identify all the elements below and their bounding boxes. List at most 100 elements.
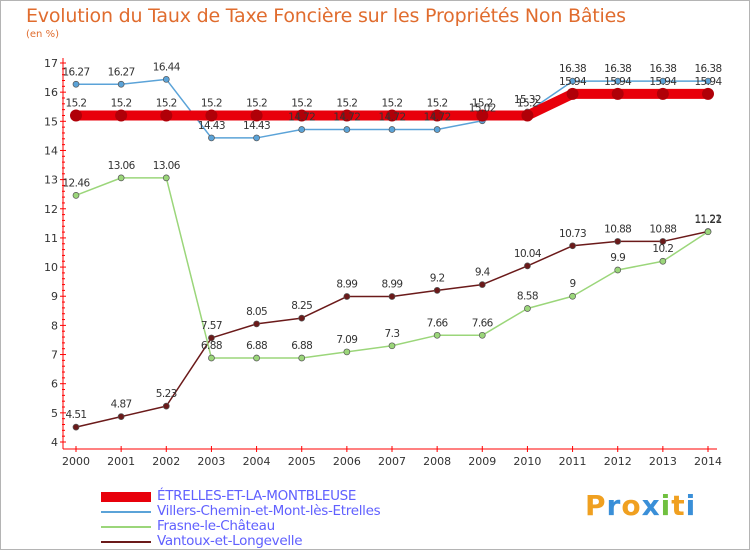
data-label-3: 11.22 [694,214,721,226]
data-label-2: 7.66 [472,317,494,329]
data-point-3 [253,320,260,328]
data-label-1: 16.38 [604,63,631,75]
data-label-2: 11.21 [694,214,721,226]
data-label-1: 14.72 [288,111,315,123]
y-tick-label: 11 [44,232,58,245]
data-label-0: 15.2 [336,97,357,109]
data-label-0: 15.94 [604,76,632,88]
data-label-1: 15.32 [514,94,541,106]
data-label-2: 10.2 [652,243,673,255]
data-label-3: 8.99 [336,279,357,291]
data-label-0: 15.2 [246,97,267,109]
legend-label-vantoux: Vantoux-et-Longevelle [157,533,303,549]
logo-letter: i [685,489,697,522]
data-point-1 [298,126,306,133]
data-point-2 [614,266,622,274]
data-label-0: 15.94 [649,76,677,88]
data-label-1: 14.72 [378,111,405,123]
data-label-2: 9 [570,278,576,290]
data-label-3: 7.57 [201,320,222,332]
data-point-0 [431,109,444,122]
data-label-2: 7.3 [385,328,400,340]
data-label-1: 14.43 [198,120,225,132]
data-point-1 [614,77,622,85]
data-point-3 [208,334,215,342]
data-label-1: 14.72 [424,111,451,123]
data-point-3 [343,293,351,300]
data-point-0 [386,109,398,122]
x-tick-label: 2012 [604,455,632,468]
data-label-3: 10.73 [559,228,586,240]
data-label-2: 6.88 [246,340,267,352]
x-tick-label: 2001 [107,455,135,468]
data-label-0: 15.2 [517,97,538,109]
data-label-3: 8.05 [246,306,267,318]
data-point-2 [524,305,531,312]
data-point-2 [433,331,441,339]
data-point-3 [524,262,531,270]
data-label-1: 16.38 [649,63,676,75]
data-label-1: 14.72 [333,111,360,123]
data-point-1 [208,134,215,142]
data-label-3: 10.88 [649,223,676,235]
data-point-0 [295,109,308,122]
data-label-3: 10.04 [514,248,542,260]
data-point-3 [72,423,80,431]
data-label-0: 15.2 [201,97,222,109]
data-point-2 [208,354,215,362]
data-label-1: 16.38 [559,63,586,75]
y-tick-label: 13 [44,174,58,187]
chart-title: Evolution du Taux de Taxe Foncière sur l… [26,5,626,27]
data-point-2 [253,354,260,362]
data-point-0 [340,109,353,122]
data-point-1 [704,77,712,85]
data-point-3 [433,287,441,294]
data-label-0: 15.2 [291,97,312,109]
data-label-1: 16.27 [62,66,89,78]
data-point-2 [298,354,306,362]
data-point-1 [388,126,396,133]
data-point-0 [205,109,218,122]
y-tick-label: 5 [51,407,58,420]
data-point-1 [162,75,170,83]
data-point-2 [162,174,170,182]
x-tick-label: 2003 [197,455,225,468]
y-tick-label: 6 [51,378,58,391]
data-point-1 [72,80,80,88]
data-point-0 [611,87,624,100]
data-label-2: 6.88 [201,340,222,352]
data-point-0 [476,109,489,122]
data-point-2 [704,228,712,236]
data-point-2 [659,257,667,265]
data-label-2: 7.66 [427,317,449,329]
data-point-0 [70,109,82,122]
data-label-3: 4.87 [111,399,132,411]
data-label-0: 15.2 [427,97,448,109]
data-label-3: 9.4 [475,267,491,279]
data-point-3 [388,293,396,300]
data-point-3 [117,413,125,420]
data-label-2: 8.58 [517,290,538,302]
logo-letter: i [660,489,672,522]
legend-swatch-frasne [101,525,151,528]
x-tick-label: 2004 [243,455,271,468]
logo-letter: r [606,489,622,522]
data-label-1: 15.02 [469,103,496,115]
y-tick-label: 17 [44,57,58,70]
proxiti-logo: Proxiti [585,489,696,522]
data-label-0: 15.2 [111,97,132,109]
data-point-2 [569,292,576,300]
x-tick-label: 2010 [513,455,541,468]
data-label-2: 6.88 [291,340,312,352]
data-label-0: 15.2 [472,97,493,109]
data-label-3: 5.23 [156,388,177,400]
data-point-3 [659,238,667,245]
x-tick-label: 2006 [333,455,361,468]
data-point-0 [115,109,128,122]
legend-swatch-etrelles [101,491,151,502]
data-point-3 [569,242,576,250]
data-point-2 [72,192,80,199]
logo-letter: o [621,489,642,522]
data-point-3 [614,238,622,245]
data-point-1 [117,80,125,88]
